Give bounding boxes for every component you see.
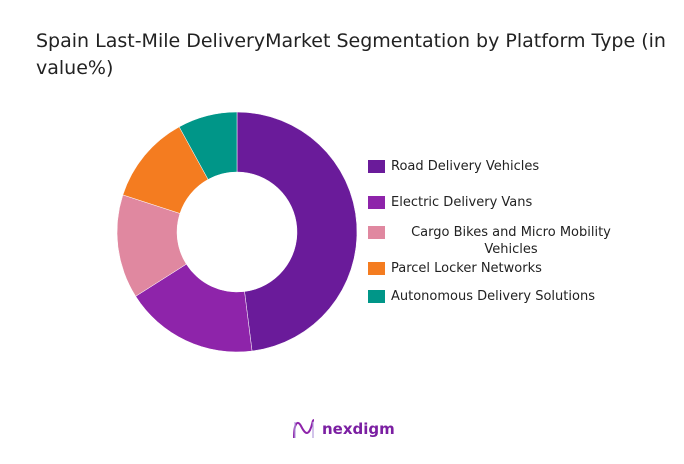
legend-swatch [368, 262, 385, 275]
slice-autonomous-delivery-solutions [178, 111, 238, 180]
nexdigm-logo-icon [293, 419, 315, 439]
legend-swatch [368, 160, 385, 173]
legend-item: Autonomous Delivery Solutions [368, 288, 595, 305]
legend-label: Cargo Bikes and Micro Mobility Vehicles [411, 225, 611, 257]
legend-label: Autonomous Delivery Solutions [391, 289, 595, 304]
slice-road-delivery-vehicles [236, 111, 358, 352]
legend-swatch [368, 290, 385, 303]
legend-swatch [368, 196, 385, 209]
legend-item: Electric Delivery Vans [368, 194, 532, 211]
legend-item: Parcel Locker Networks [368, 260, 542, 277]
legend-label: Parcel Locker Networks [391, 261, 542, 276]
legend-label: Electric Delivery Vans [391, 195, 533, 210]
nexdigm-logo: nexdigm [292, 418, 395, 440]
chart-title: Spain Last-Mile DeliveryMarket Segmentat… [36, 30, 666, 79]
legend-item: Cargo Bikes and Micro Mobility Vehicles [368, 224, 631, 258]
legend-label: Road Delivery Vehicles [391, 159, 540, 174]
legend-item: Road Delivery Vehicles [368, 158, 539, 175]
logo-text: nexdigm [322, 420, 395, 438]
legend-swatch [368, 226, 385, 239]
